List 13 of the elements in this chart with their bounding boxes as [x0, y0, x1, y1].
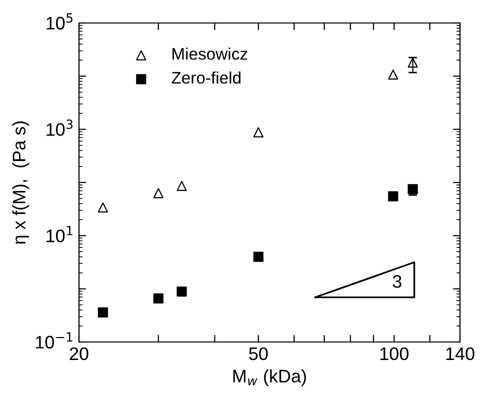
x-tick-label: 140 [446, 347, 474, 360]
x-tick-label: 20 [70, 347, 88, 360]
x-axis-title: M$_{w}$ (kDa) [233, 369, 306, 386]
x-tick-label: 50 [249, 347, 268, 360]
y-tick-label: 10$^{3}$ [46, 119, 73, 136]
x-tick-label: 100 [380, 347, 408, 360]
annotation: 3 [392, 275, 402, 288]
legend-label: Miesowicz [172, 48, 248, 60]
y-tick-label: 10$^{1}$ [46, 226, 72, 242]
y-axis-title: η x f(M), (Pa s) [12, 121, 30, 244]
y-tick-label: 10$^{−1}$ [36, 332, 72, 349]
legend-label: Zero-field [172, 71, 240, 84]
y-tick-label: 10$^{5}$ [46, 13, 72, 30]
